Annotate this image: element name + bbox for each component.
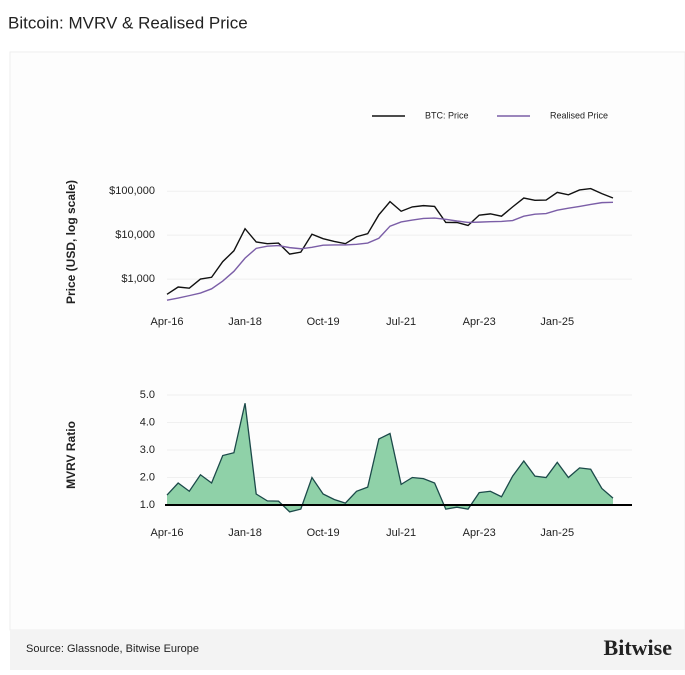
footer <box>10 630 685 670</box>
x-tick-label: Apr-23 <box>463 316 496 328</box>
x-tick-label: Oct-19 <box>307 527 340 539</box>
y-tick-label: $1,000 <box>121 273 155 285</box>
legend-label: BTC: Price <box>425 110 469 120</box>
x-tick-label: Apr-23 <box>463 527 496 539</box>
y-tick-label: 2.0 <box>140 471 155 483</box>
x-tick-label: Jan-18 <box>228 527 262 539</box>
page-title: Bitcoin: MVRV & Realised Price <box>8 13 248 32</box>
series-area <box>167 403 613 512</box>
y-tick-label: 5.0 <box>140 389 155 401</box>
y-axis-label: MVRV Ratio <box>64 421 78 489</box>
brand: Bitwise <box>604 635 673 660</box>
x-tick-label: Jan-25 <box>540 527 574 539</box>
x-tick-label: Oct-19 <box>307 316 340 328</box>
source: Source: Glassnode, Bitwise Europe <box>26 643 199 655</box>
x-tick-label: Apr-16 <box>150 316 183 328</box>
x-tick-label: Jan-25 <box>540 316 574 328</box>
x-tick-label: Jul-21 <box>386 527 416 539</box>
y-tick-label: $10,000 <box>115 229 155 241</box>
y-tick-label: 3.0 <box>140 444 155 456</box>
series-line <box>166 187 614 295</box>
x-tick-label: Jan-18 <box>228 316 262 328</box>
series-line <box>166 403 614 513</box>
y-tick-label: $100,000 <box>109 185 155 197</box>
x-tick-label: Jul-21 <box>386 316 416 328</box>
series-line <box>166 201 614 301</box>
y-tick-label: 1.0 <box>140 499 155 511</box>
x-tick-label: Apr-16 <box>150 527 183 539</box>
card <box>9 51 685 631</box>
legend-label: Realised Price <box>550 110 608 120</box>
y-axis-label: Price (USD, log scale) <box>64 180 78 304</box>
y-tick-label: 4.0 <box>140 416 155 428</box>
